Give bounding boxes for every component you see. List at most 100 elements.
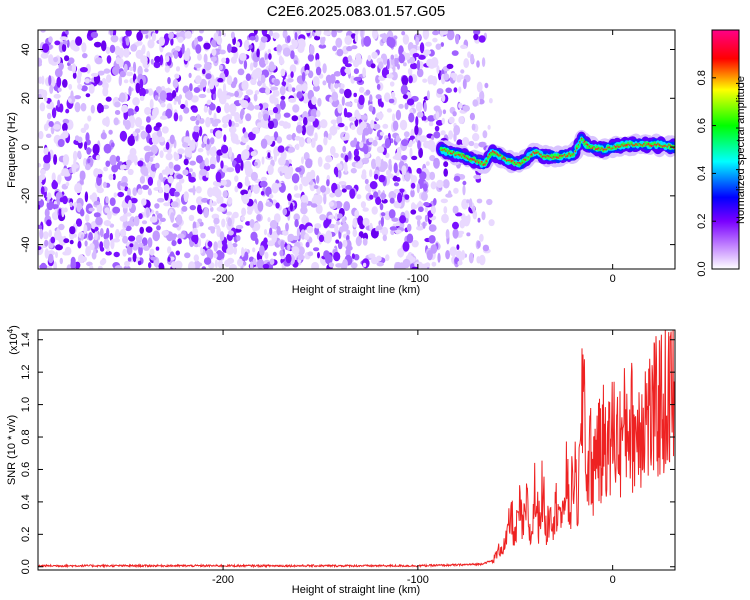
spectrogram-cell [453, 87, 458, 93]
spectrogram-cell [48, 121, 54, 127]
spectrogram-cell [314, 35, 321, 41]
spectrogram-cell [376, 83, 381, 90]
spectrogram-cell [77, 150, 82, 159]
spectrogram-cell [86, 147, 92, 155]
spectrogram-cell [341, 188, 347, 193]
spectrogram-cell [401, 75, 409, 86]
spectrogram-cell [455, 33, 460, 45]
spectrogram-cell [74, 183, 83, 194]
spectrogram-cell [368, 137, 374, 143]
spectrogram-cell [143, 59, 148, 67]
spectrogram-cell [109, 232, 114, 241]
ridge-cell [624, 144, 626, 147]
spectrogram-cell [282, 30, 288, 39]
spectrogram-cell [279, 249, 284, 257]
spectrogram-cell [367, 54, 372, 62]
spectrogram-cell [260, 180, 268, 188]
spectrogram-cell [412, 204, 418, 210]
spectrogram-cell [315, 30, 322, 37]
spectrogram-cell [237, 182, 243, 189]
ridge-cell [504, 157, 506, 160]
spectrogram-cell [273, 78, 281, 87]
spectrogram-cell [94, 226, 99, 232]
spectrogram-cell [46, 219, 52, 227]
spectrogram-cell [305, 158, 313, 169]
spectrogram-cell [167, 77, 171, 85]
spectrogram-cell [213, 32, 219, 41]
spectrogram-cell [69, 239, 74, 245]
spectrogram-cell [380, 101, 384, 108]
ridge-cell [538, 153, 541, 155]
ridge-cell [493, 151, 496, 154]
spectrogram-cell [404, 194, 410, 200]
spectrogram-cell [393, 56, 399, 67]
spectrogram-cell [302, 214, 307, 220]
ridge-cell [546, 154, 548, 157]
spectrogram-cell [175, 30, 181, 33]
ridge-cell [557, 156, 559, 159]
spectrogram-cell [44, 248, 49, 259]
spectrogram-cell [253, 161, 258, 166]
spectrogram-cell [287, 78, 294, 83]
ridge-cell [449, 152, 452, 155]
spectrogram-cell [404, 52, 411, 61]
spectrogram-cell [114, 265, 123, 269]
spectrogram-cell [397, 63, 400, 70]
ridge-cell [515, 163, 517, 166]
spectrogram-cell [301, 82, 308, 92]
ridge-cell [654, 143, 656, 146]
spectrogram-cell [393, 189, 400, 194]
spectrogram-cell [205, 144, 211, 151]
spectrogram-cell [456, 244, 460, 250]
spectrogram-cell [267, 164, 274, 175]
spectrogram-cell [322, 80, 327, 86]
spectrogram-cell [114, 110, 121, 115]
spectrogram-cell [448, 116, 455, 124]
spectrogram-cell [174, 73, 180, 79]
spectrogram-cell [55, 104, 63, 112]
spectrogram-cell [336, 115, 343, 126]
spectrogram-cell [99, 259, 105, 266]
spectrogram-cell [479, 90, 485, 102]
spectrogram-cell [181, 205, 188, 212]
spectrogram-cell [354, 209, 360, 219]
spectrogram-cell [167, 175, 174, 184]
spectrogram-cell [214, 259, 218, 269]
spectrogram-cell [293, 39, 298, 49]
spectrogram-cell [378, 61, 384, 70]
spectrogram-cell [432, 30, 440, 36]
spectrogram-cell [186, 233, 193, 239]
spectrogram-cell [348, 150, 352, 160]
spectrogram-cell [359, 86, 365, 93]
spectrogram-cell [50, 236, 56, 244]
spectrogram-cell [173, 164, 181, 172]
ridge-cell [618, 145, 620, 149]
spectrogram-cell [105, 96, 112, 102]
snr-scale-factor: (x104) [6, 325, 20, 355]
spectrogram-cell [123, 63, 128, 73]
spectrogram-cell [159, 150, 164, 159]
spectrogram-cell [389, 226, 398, 231]
spectrogram-cell [129, 243, 134, 248]
spectrogram-cell [139, 95, 145, 102]
spectrogram-cell [310, 108, 318, 118]
ridge-cell [637, 143, 641, 147]
spectrogram-cell [417, 140, 421, 150]
spectrogram-cell [84, 240, 88, 247]
spectrogram-cell [318, 234, 325, 243]
spectrogram-cell [240, 160, 244, 171]
ridge-cell [580, 137, 583, 140]
spectrogram-cell [106, 227, 110, 239]
spectrogram-cell [150, 256, 157, 261]
ridge-cell [652, 144, 654, 147]
spectrogram-cell [178, 114, 183, 122]
spectrogram-cell [48, 54, 54, 65]
spectrogram-cell [393, 182, 400, 187]
ridge-cell [545, 156, 547, 158]
spectrogram-cell [302, 111, 309, 120]
ridge-cell [588, 145, 590, 148]
ridge-cell [666, 145, 668, 148]
ridge-cell [650, 144, 653, 148]
ridge-cell [623, 145, 625, 147]
spectrogram-cell [368, 105, 374, 112]
